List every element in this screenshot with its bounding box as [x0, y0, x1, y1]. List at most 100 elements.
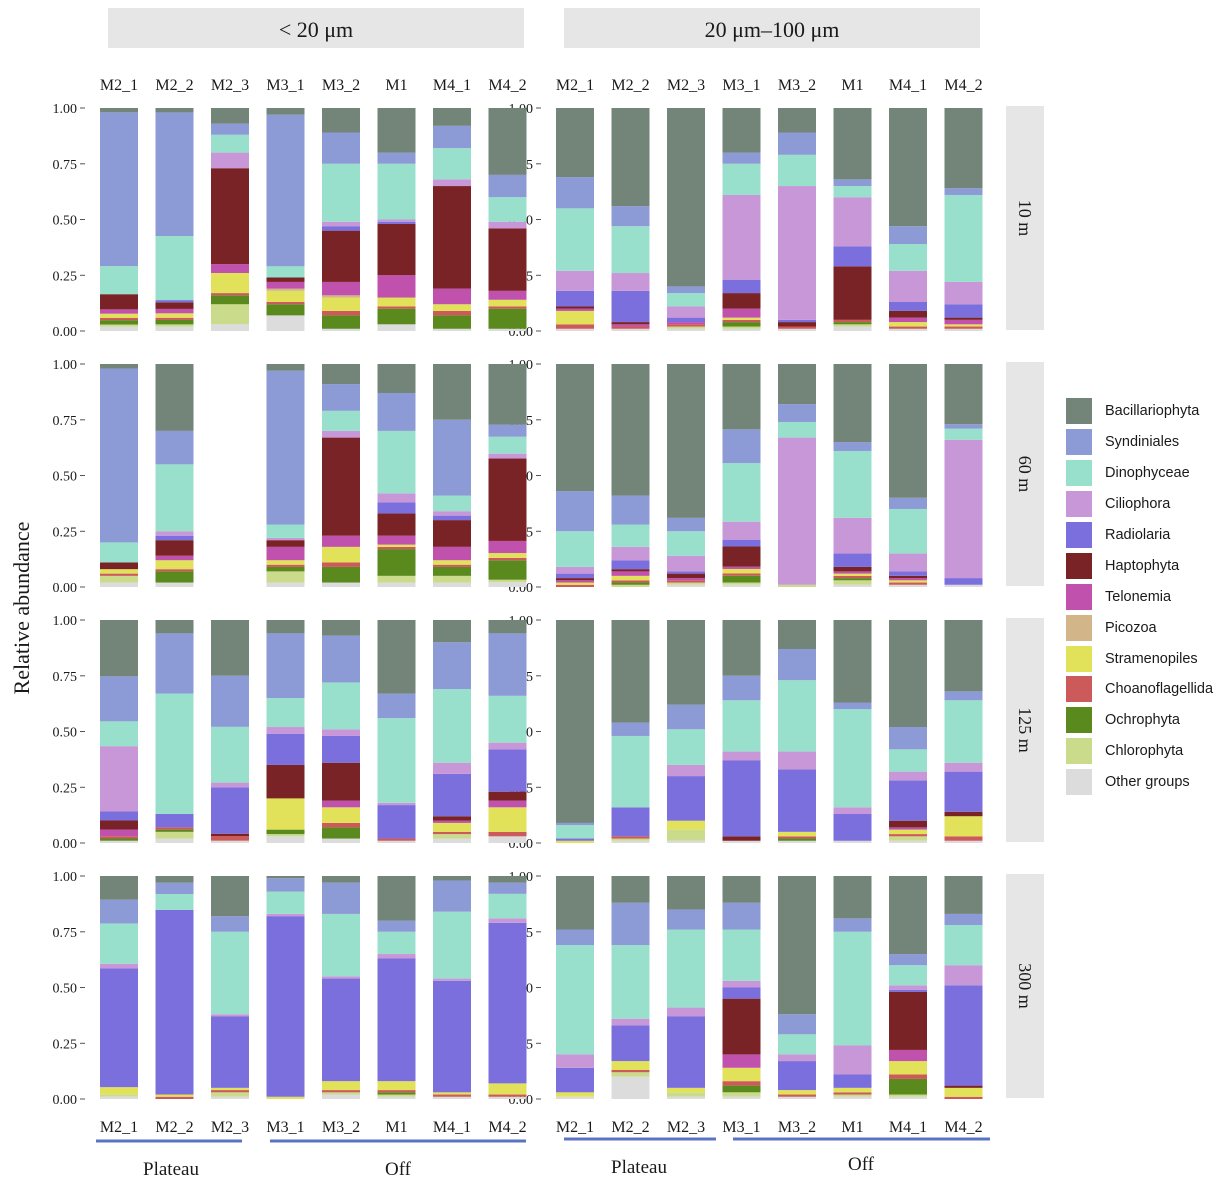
bar-segment-telonemia	[667, 322, 705, 325]
bar-segment-ciliophora	[889, 771, 927, 781]
bar-segment-other-groups	[722, 584, 761, 587]
y-axis-label: Relative abundance	[9, 522, 34, 695]
bar-segment-syndiniales	[322, 882, 360, 914]
bar-segment-chlorophyta	[155, 831, 194, 839]
bar-segment-haptophyta	[778, 322, 816, 327]
strip-row-1-label: 10 m	[1015, 200, 1035, 237]
bar-segment-ochrophyta	[833, 578, 872, 581]
bar-segment-bacillariophyta	[377, 620, 416, 694]
bar-segment-dinophyceae	[488, 695, 527, 743]
bar-segment-haptophyta	[722, 293, 761, 309]
bar-segment-dinophyceae	[944, 194, 983, 282]
site-label: M3_1	[722, 77, 760, 94]
strip-col-1-label: < 20 μm	[279, 17, 353, 42]
bar-segment-other-groups	[778, 1096, 816, 1099]
bar-segment-haptophyta	[611, 569, 650, 572]
bar-segment-choanoflagellida	[722, 319, 761, 323]
bar-segment-other-groups	[266, 582, 305, 587]
bar-segment-stramenopiles	[377, 297, 416, 307]
bar-segment-chlorophyta	[667, 1092, 705, 1097]
bar-segment-other-groups	[211, 840, 249, 843]
bar-segment-ciliophora	[377, 954, 416, 959]
site-label: M2_1	[100, 77, 138, 94]
bar-segment-radiolaria	[944, 578, 983, 585]
bar-segment-dinophyceae	[211, 931, 249, 1015]
bar-segment-syndiniales	[100, 368, 138, 543]
site-label: M2_1	[556, 1119, 594, 1136]
bar-segment-radiolaria	[433, 515, 471, 521]
legend-swatch	[1066, 738, 1092, 765]
bar-segment-haptophyta	[433, 816, 471, 821]
bar-segment-choanoflagellida	[155, 1096, 194, 1099]
bar-segment-chlorophyta	[377, 575, 416, 583]
bar-segment-haptophyta	[833, 566, 872, 572]
bar-segment-choanoflagellida	[433, 1094, 471, 1097]
bar-segment-haptophyta	[889, 820, 927, 828]
bar-segment-haptophyta	[833, 266, 872, 320]
bar-segment-stramenopiles	[889, 322, 927, 327]
bar-segment-radiolaria	[667, 776, 705, 821]
bar-segment-choanoflagellida	[377, 546, 416, 550]
bar-segment-stramenopiles	[944, 816, 983, 837]
bar-segment-dinophyceae	[211, 134, 249, 153]
bar-segment-other-groups	[322, 838, 360, 843]
bar-segment-other-groups	[488, 836, 527, 843]
bar-segment-ochrophyta	[433, 566, 471, 576]
bar-segment-bacillariophyta	[833, 108, 872, 180]
group-label-off-small: Off	[385, 1159, 412, 1180]
legend-swatch	[1066, 552, 1092, 579]
bar-segment-bacillariophyta	[944, 620, 983, 692]
bar-segment-dinophyceae	[155, 236, 194, 301]
bar-segment-chlorophyta	[833, 1094, 872, 1097]
bar-segment-chlorophyta	[100, 324, 138, 327]
bar-segment-stramenopiles	[433, 560, 471, 565]
y-tick-label: 0.75	[53, 926, 78, 941]
bar-segment-dinophyceae	[266, 524, 305, 538]
bar-segment-ochrophyta	[266, 566, 305, 572]
bar-segment-bacillariophyta	[100, 876, 138, 900]
bar-segment-telonemia	[488, 290, 527, 300]
bar-segment-choanoflagellida	[556, 584, 594, 587]
bar-segment-ciliophora	[778, 186, 816, 320]
bar-segment-syndiniales	[778, 404, 816, 422]
bar-segment-radiolaria	[155, 535, 194, 541]
bar-segment-other-groups	[667, 584, 705, 587]
y-tick-label: 0.00	[53, 837, 78, 852]
bar-segment-syndiniales	[889, 497, 927, 509]
bar-segment-haptophyta	[944, 811, 983, 817]
bar-segment-chlorophyta	[611, 838, 650, 841]
bar-segment-stramenopiles	[944, 1087, 983, 1097]
site-label: M3_2	[778, 1119, 816, 1136]
legend-item: Telonemia	[1066, 581, 1213, 612]
bar-segment-chlorophyta	[611, 1072, 650, 1077]
bar-segment-other-groups	[611, 1076, 650, 1099]
bar-segment-stramenopiles	[833, 573, 872, 576]
bar-segment-other-groups	[944, 584, 983, 587]
y-tick-label: 1.00	[53, 358, 78, 373]
bar-segment-choanoflagellida	[322, 822, 360, 828]
bar-segment-radiolaria	[722, 279, 761, 294]
bar-segment-ochrophyta	[155, 829, 194, 832]
bar-segment-radiolaria	[833, 814, 872, 841]
bar-segment-ciliophora	[889, 985, 927, 990]
bar-segment-dinophyceae	[833, 186, 872, 198]
bar-segment-syndiniales	[667, 286, 705, 294]
bar-segment-bacillariophyta	[722, 876, 761, 903]
bar-segment-bacillariophyta	[778, 108, 816, 133]
legend-swatch	[1066, 769, 1092, 796]
bar-segment-stramenopiles	[155, 313, 194, 318]
bar-segment-haptophyta	[266, 540, 305, 547]
bar-segment-haptophyta	[100, 820, 138, 830]
bar-segment-bacillariophyta	[944, 108, 983, 189]
bar-segment-ochrophyta	[155, 319, 194, 325]
legend-label: Dinophyceae	[1105, 465, 1190, 482]
bar-segment-dinophyceae	[944, 700, 983, 763]
site-label: M3_2	[322, 77, 360, 94]
bar-segment-ciliophora	[488, 742, 527, 750]
bar-segment-choanoflagellida	[433, 564, 471, 567]
bar-segment-telonemia	[722, 566, 761, 569]
bar-segment-radiolaria	[778, 769, 816, 832]
bar-segment-bacillariophyta	[322, 876, 360, 883]
bar-segment-stramenopiles	[611, 575, 650, 581]
legend-label: Other groups	[1105, 774, 1190, 791]
